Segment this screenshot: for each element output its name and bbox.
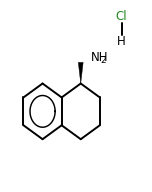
Text: Cl: Cl (115, 10, 127, 23)
Polygon shape (78, 62, 83, 84)
Text: 2: 2 (100, 56, 105, 65)
Text: NH: NH (90, 51, 108, 64)
Text: H: H (117, 35, 126, 48)
